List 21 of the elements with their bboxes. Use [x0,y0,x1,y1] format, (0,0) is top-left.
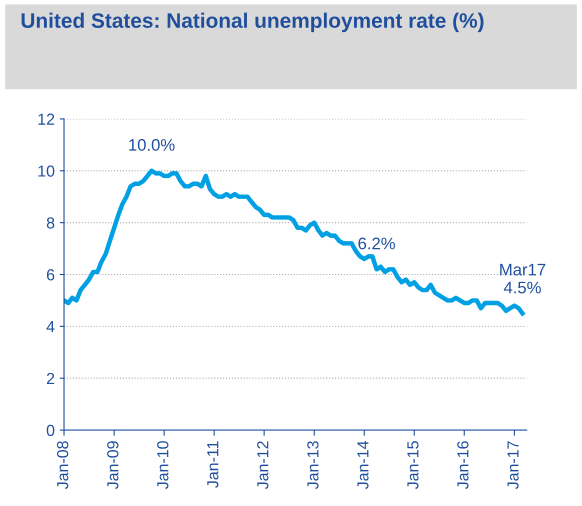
y-tick-label: 0 [46,424,54,436]
y-tick-label: 8 [46,217,54,229]
y-tick-label: 12 [38,114,54,125]
chart-title: United States: National unemployment rate (%) [22,12,484,32]
annotation: 6.2% [358,238,395,250]
x-tick-label: Jan-14 [357,440,369,490]
y-tick-label: 6 [46,269,54,280]
x-tick-label: Jan-10 [157,441,168,490]
x-tick-label: Jan-08 [56,441,68,490]
x-tick-label: Jan-13 [307,441,319,490]
y-tick-label: 2 [46,372,54,384]
annotation: Mar17 4.5% [500,264,546,294]
x-tick-label: Jan-12 [257,441,268,490]
x-tick-label: Jan-17 [508,441,519,490]
y-tick-label: 10 [38,165,54,177]
x-tick-label: Jan-11 [207,441,218,488]
x-tick-label: Jan-09 [107,441,118,490]
x-tick-label: Jan-15 [407,441,419,490]
x-tick-label: Jan-16 [457,441,469,490]
annotation: 10.0% [129,139,175,151]
y-tick-label: 4 [46,321,55,332]
